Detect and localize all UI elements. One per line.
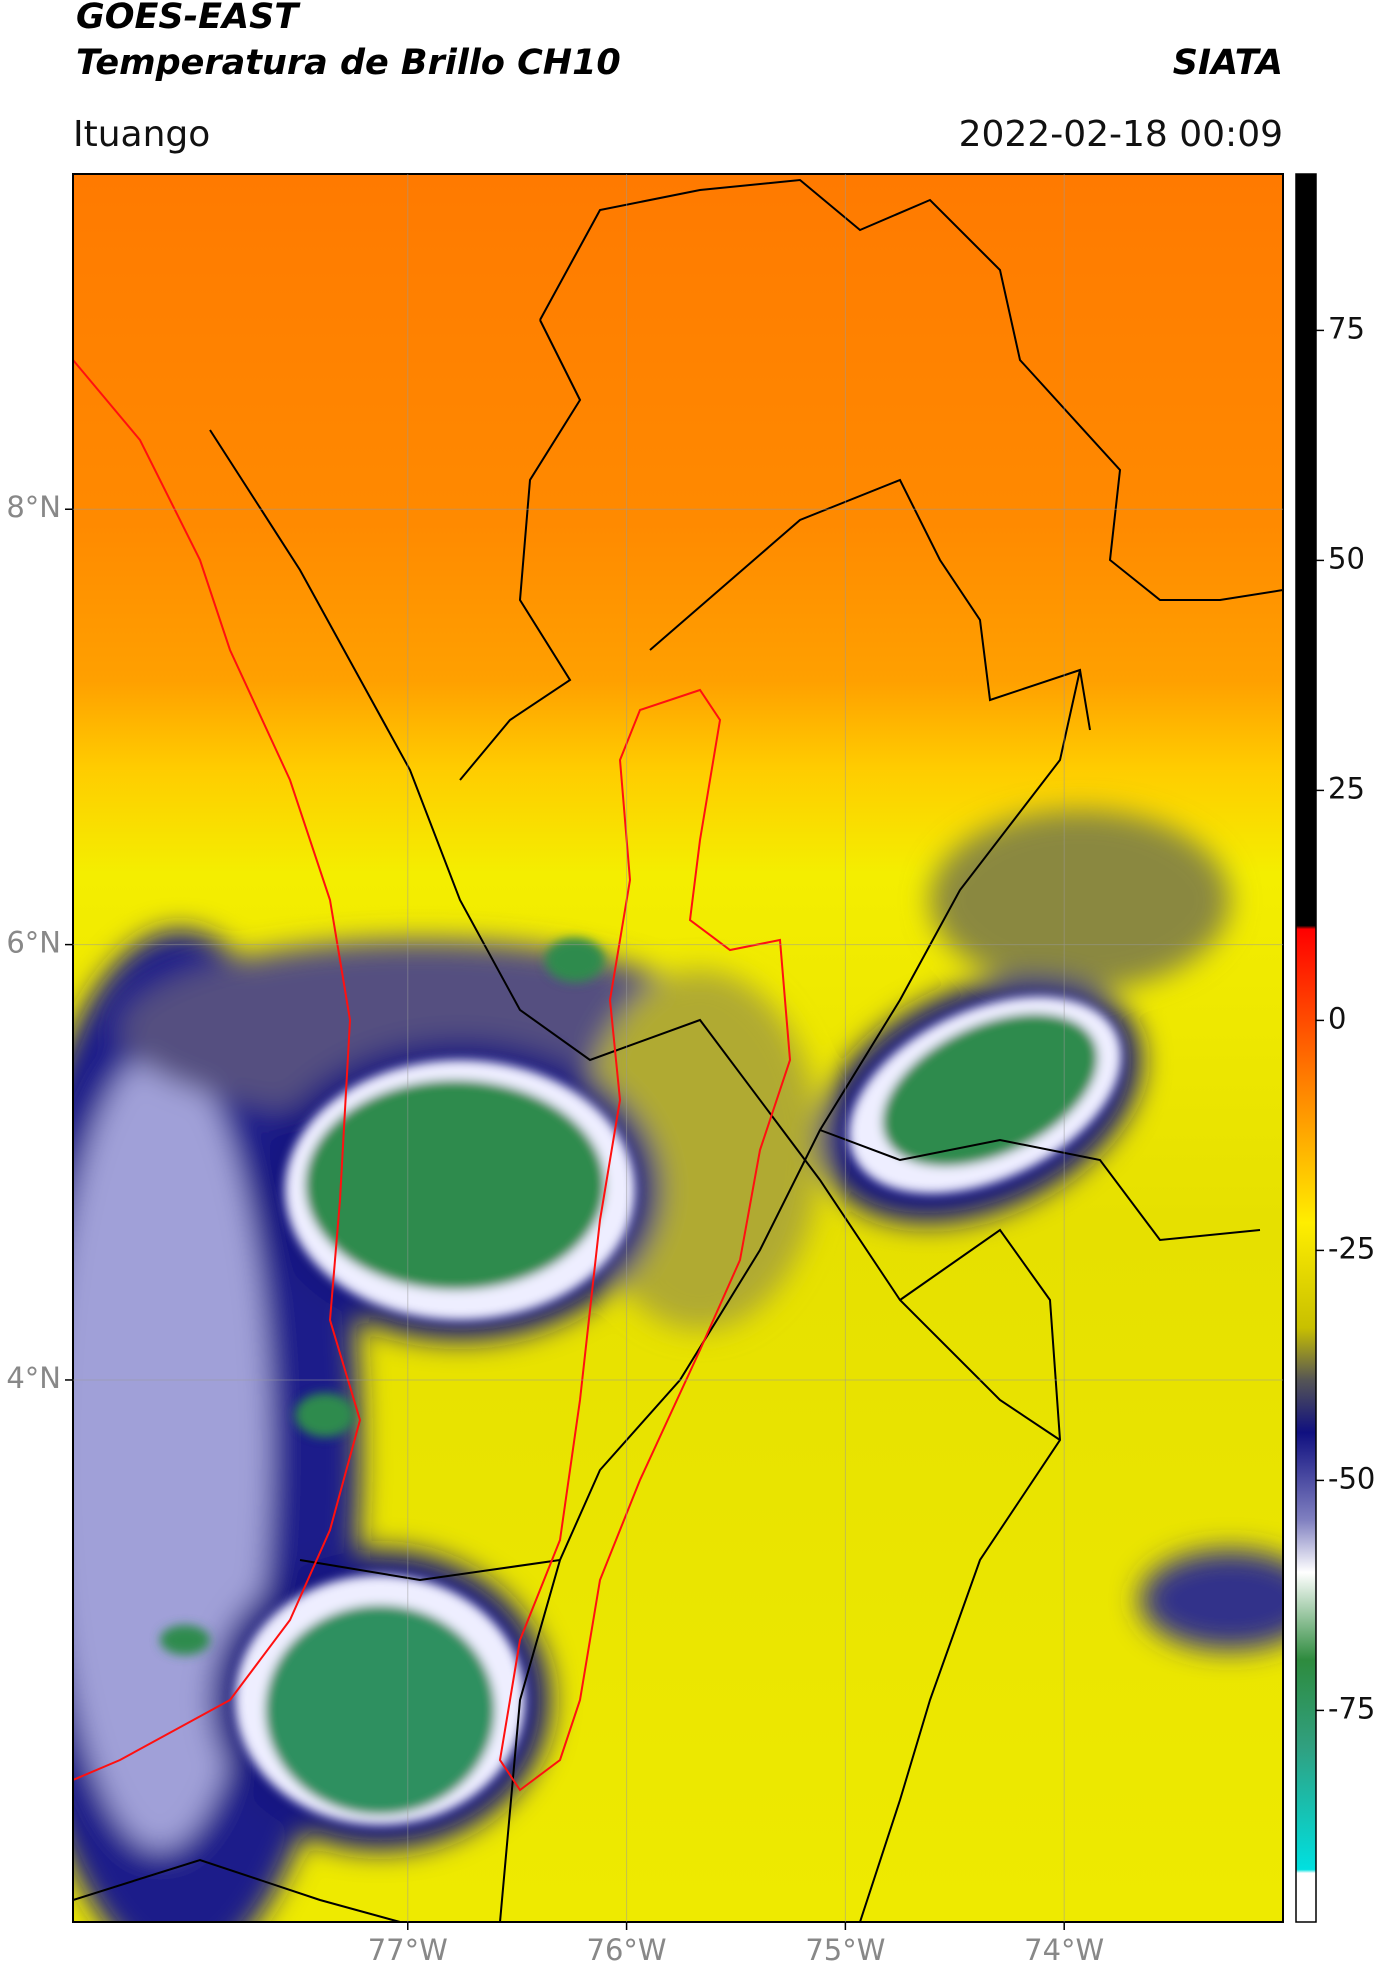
source: SIATA [1173,43,1283,83]
x-tick-label: 75°W [805,1933,885,1967]
map-imagery [73,174,1283,1922]
map-frame [72,173,1284,1923]
colorbar-tick-label: 75 [1328,311,1365,345]
datetime: 2022-02-18 00:09 [959,114,1283,155]
colorbar-tick-label: -50 [1328,1461,1375,1495]
colorbar [1295,173,1317,1923]
subtitle: Temperatura de Brillo CH10 [76,43,621,83]
colorbar-tick-label: -75 [1328,1691,1375,1725]
x-tick-label: 74°W [1024,1933,1104,1967]
location: Ituango [73,114,210,155]
colorbar-tick-label: 50 [1328,541,1365,575]
colorbar-tick-label: 0 [1328,1001,1346,1035]
colorbar-tick-label: -25 [1328,1231,1375,1265]
colorbar-tick-label: 25 [1328,771,1365,805]
y-tick-label: 8°N [6,490,61,524]
y-tick-label: 6°N [6,926,61,960]
title: GOES-EAST [76,0,301,37]
x-tick-label: 76°W [587,1933,667,1967]
x-tick-label: 77°W [368,1933,448,1967]
region-outline [73,359,792,1792]
borders [73,178,1283,1922]
y-tick-label: 4°N [6,1361,61,1395]
